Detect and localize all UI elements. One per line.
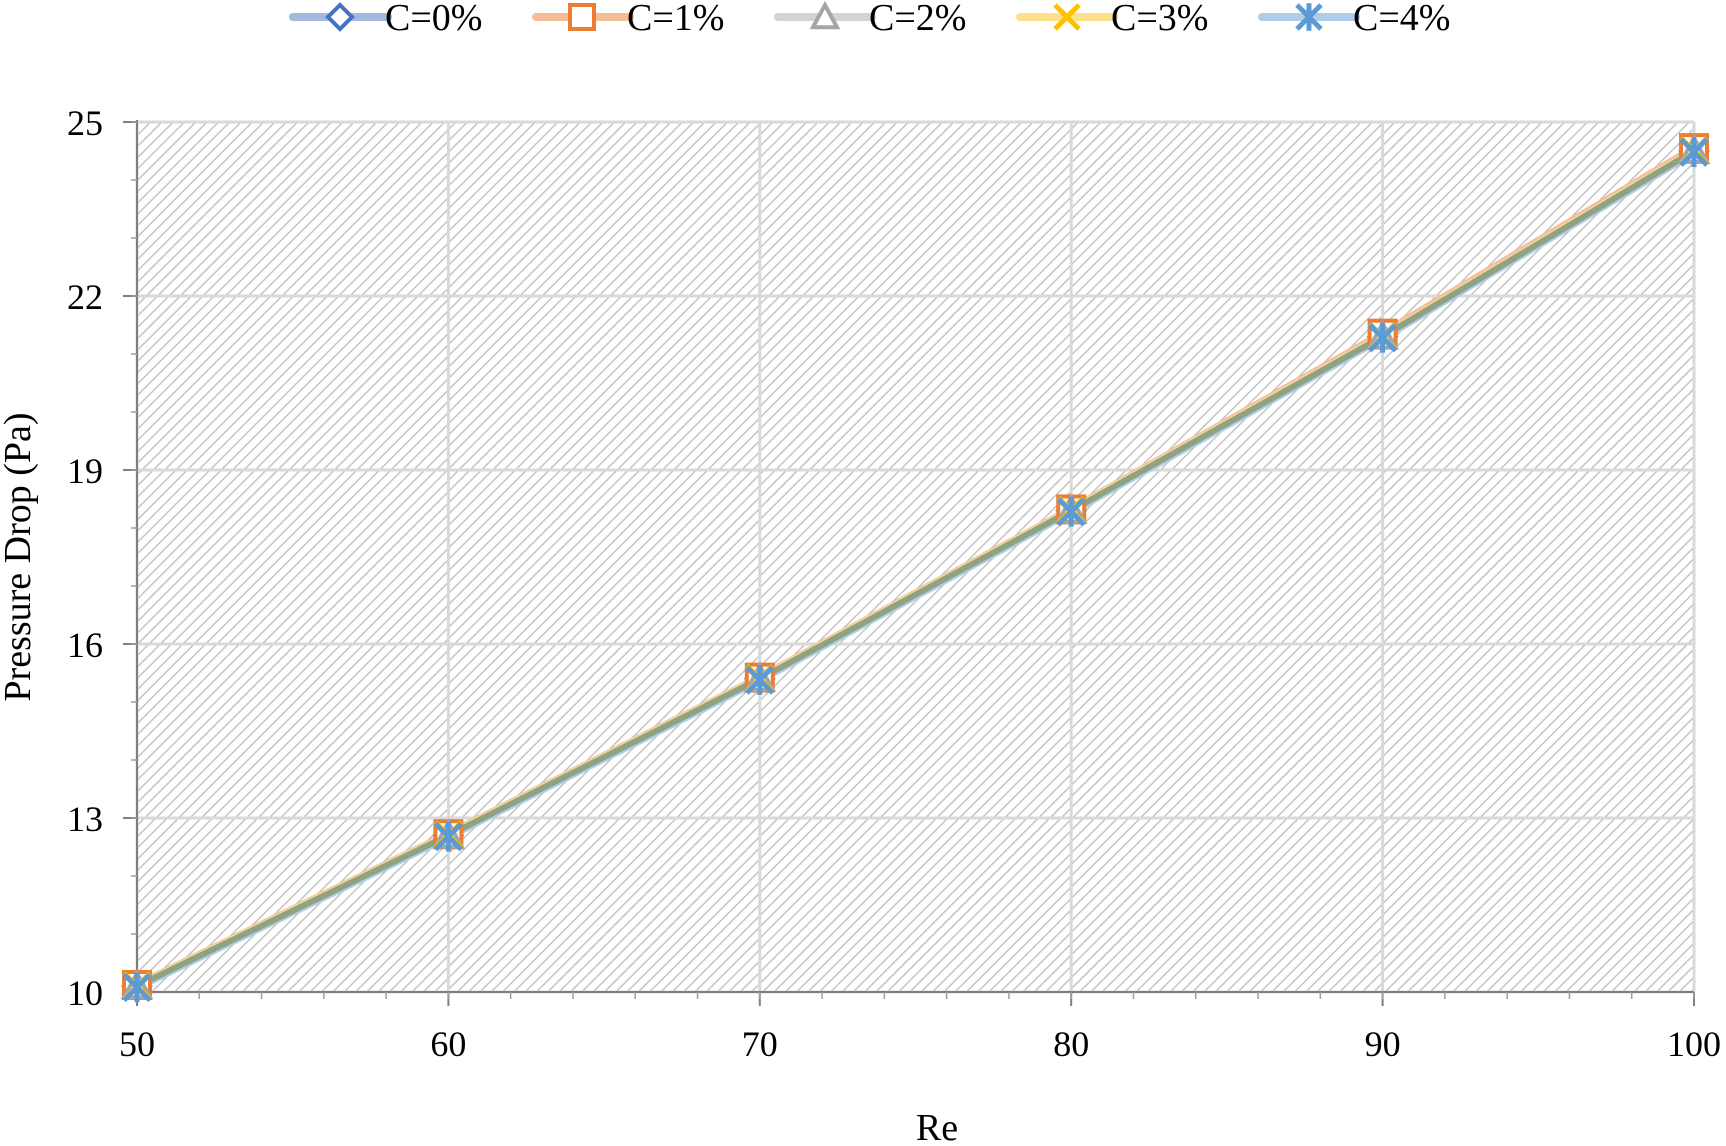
series-lines (133, 144, 1698, 992)
legend-item-1: C=1% (532, 0, 724, 39)
series-4-point-2 (745, 665, 775, 695)
tick-labels: 50 60 70 80 90 100 10 13 16 19 22 25 (67, 103, 1721, 1064)
series-4-point-1 (433, 821, 464, 852)
plot-area-background (137, 122, 1694, 992)
y-tick-label-1: 13 (67, 799, 103, 839)
series-4-point-4 (1367, 322, 1398, 353)
series-4-point-3 (1056, 496, 1086, 527)
x-tick-label-5: 100 (1667, 1024, 1721, 1064)
legend-marker-1 (568, 3, 596, 31)
y-tick-label-3: 19 (67, 451, 103, 491)
legend-item-2: C=2% (774, 0, 966, 39)
legend-item-3: C=3% (1016, 0, 1208, 39)
x-tick-label-0: 50 (119, 1024, 155, 1064)
y-tick-label-2: 16 (67, 625, 103, 665)
legend-marker-3 (1053, 3, 1081, 31)
x-tick-label-1: 60 (430, 1024, 466, 1064)
legend-item-4: C=4% (1258, 0, 1450, 39)
legend-label-3: C=3% (1111, 0, 1208, 39)
legend-label-2: C=2% (869, 0, 966, 39)
legend-label-1: C=1% (627, 0, 724, 39)
legend: C=0% C=1% C=2% C=3% C=4% (289, 0, 1450, 39)
series-4-point-0 (122, 972, 152, 1003)
legend-marker-4 (1295, 3, 1323, 31)
y-tick-label-5: 25 (67, 103, 103, 143)
legend-marker-0 (325, 2, 355, 32)
axes (123, 120, 1695, 1006)
y-tick-label-4: 22 (67, 277, 103, 317)
x-tick-label-4: 90 (1365, 1024, 1401, 1064)
x-tick-label-2: 70 (742, 1024, 778, 1064)
y-axis-title: Pressure Drop (Pa) (0, 412, 39, 701)
legend-label-0: C=0% (385, 0, 482, 39)
series-markers (120, 133, 1711, 1003)
y-tick-label-0: 10 (67, 973, 103, 1013)
legend-item-0: C=0% (289, 0, 482, 39)
x-axis-title: Re (916, 1107, 958, 1146)
x-tick-label-3: 80 (1053, 1024, 1089, 1064)
series-overlap-line (135, 148, 1696, 989)
legend-marker-2 (809, 0, 841, 30)
legend-label-4: C=4% (1353, 0, 1450, 39)
series-4-point-5 (1679, 137, 1709, 168)
